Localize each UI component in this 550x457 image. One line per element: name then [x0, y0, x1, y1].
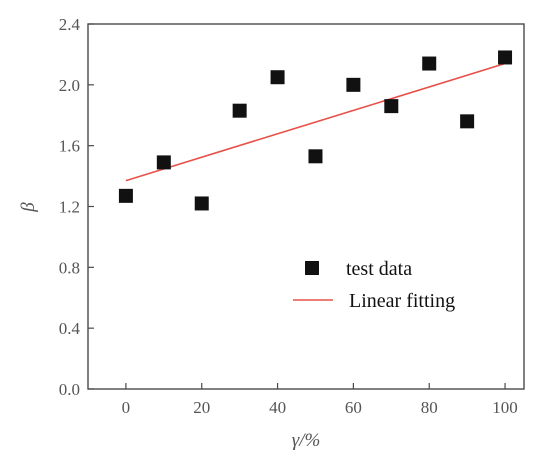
- y-tick-label: 2.4: [59, 15, 81, 34]
- plot-frame: [87, 23, 525, 390]
- x-tick-label: 40: [269, 398, 286, 417]
- x-tick-label: 0: [122, 398, 131, 417]
- x-tick-label: 100: [492, 398, 518, 417]
- data-point: [194, 196, 209, 211]
- x-axis-ticks: 0 20 40 60 80 100: [122, 383, 518, 417]
- data-point: [118, 188, 133, 203]
- legend-label-test-data: test data: [346, 258, 412, 280]
- y-tick-label: 0.0: [59, 380, 80, 399]
- plot-area: [118, 50, 513, 211]
- data-point: [346, 77, 361, 92]
- data-point: [156, 155, 171, 170]
- data-point: [232, 103, 247, 118]
- data-point: [270, 70, 285, 85]
- y-tick-label: 0.4: [59, 319, 81, 338]
- y-axis-ticks: 0.0 0.4 0.8 1.2 1.6 2.0 2.4: [59, 15, 94, 399]
- data-point: [422, 56, 437, 71]
- y-tick-label: 1.2: [59, 198, 80, 217]
- x-tick-label: 80: [421, 398, 438, 417]
- y-axis-title: β: [18, 202, 39, 213]
- y-tick-label: 1.6: [59, 137, 80, 156]
- legend-label-linear-fitting: Linear fitting: [349, 290, 455, 312]
- x-tick-label: 60: [345, 398, 362, 417]
- y-tick-label: 2.0: [59, 76, 80, 95]
- series-line-linear-fitting: [125, 62, 506, 182]
- data-point: [498, 50, 513, 65]
- y-tick-label: 0.8: [59, 258, 80, 277]
- legend-marker-test-data: [305, 261, 319, 275]
- x-axis-title: γ/%: [292, 430, 321, 451]
- data-point: [308, 149, 323, 164]
- data-point: [384, 99, 399, 114]
- data-point: [460, 114, 475, 129]
- legend: test data Linear fitting: [293, 258, 455, 312]
- x-tick-label: 20: [193, 398, 210, 417]
